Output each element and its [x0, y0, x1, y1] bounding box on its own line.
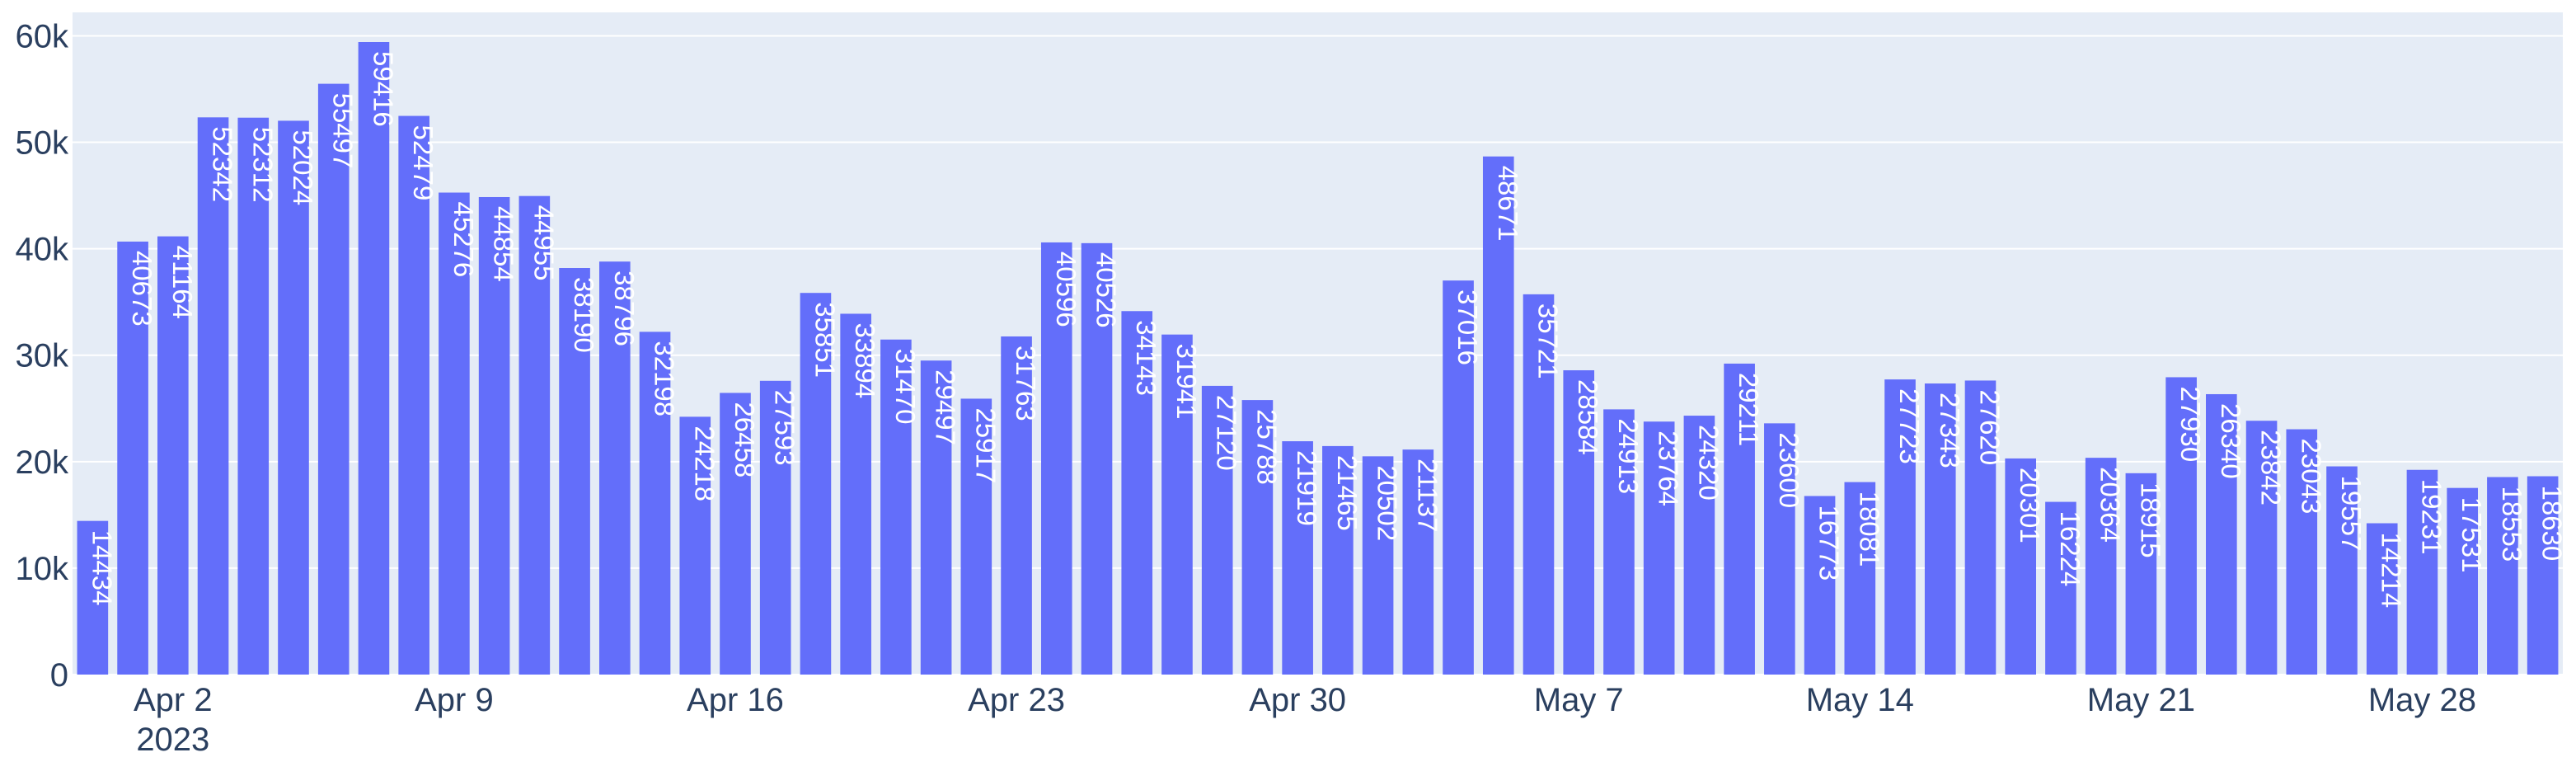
svg-text:Apr 16: Apr 16	[687, 682, 784, 718]
svg-text:31763: 31763	[1011, 346, 1041, 421]
svg-text:2023: 2023	[136, 722, 209, 758]
svg-text:48671: 48671	[1493, 166, 1523, 242]
svg-text:10k: 10k	[16, 551, 69, 587]
svg-text:18630: 18630	[2537, 486, 2568, 562]
svg-text:31470: 31470	[890, 349, 921, 425]
svg-text:23842: 23842	[2256, 430, 2287, 506]
svg-text:20502: 20502	[1372, 465, 1403, 541]
svg-text:31941: 31941	[1171, 344, 1202, 420]
svg-text:52312: 52312	[247, 127, 278, 203]
svg-text:40596: 40596	[1051, 252, 1082, 327]
svg-text:19557: 19557	[2336, 476, 2367, 552]
svg-text:34143: 34143	[1131, 320, 1161, 396]
svg-text:18915: 18915	[2135, 482, 2165, 558]
svg-text:20k: 20k	[16, 444, 69, 481]
svg-text:27723: 27723	[1894, 388, 1925, 464]
svg-text:21465: 21465	[1332, 455, 1363, 531]
svg-text:16773: 16773	[1814, 505, 1845, 581]
svg-text:35721: 35721	[1532, 303, 1563, 379]
svg-text:Apr 9: Apr 9	[415, 682, 494, 718]
svg-text:52479: 52479	[408, 125, 439, 201]
svg-text:30k: 30k	[16, 338, 69, 374]
svg-text:21919: 21919	[1292, 450, 1322, 526]
svg-text:17531: 17531	[2456, 497, 2487, 573]
svg-text:52024: 52024	[288, 129, 318, 205]
svg-text:25788: 25788	[1251, 409, 1282, 485]
svg-text:19231: 19231	[2416, 479, 2447, 555]
svg-text:38190: 38190	[569, 277, 599, 353]
svg-text:27620: 27620	[1974, 389, 2005, 465]
svg-text:14434: 14434	[87, 530, 117, 606]
svg-text:May 14: May 14	[1806, 682, 1914, 718]
svg-text:26340: 26340	[2216, 403, 2246, 479]
svg-text:50k: 50k	[16, 125, 69, 162]
svg-text:24218: 24218	[689, 426, 720, 501]
svg-text:24320: 24320	[1693, 425, 1724, 501]
svg-text:24913: 24913	[1613, 418, 1644, 494]
svg-text:Apr 2: Apr 2	[134, 682, 213, 718]
svg-text:41164: 41164	[167, 246, 198, 319]
svg-text:38796: 38796	[609, 270, 640, 346]
svg-text:55497: 55497	[328, 93, 359, 169]
svg-text:44955: 44955	[528, 205, 559, 281]
svg-text:18081: 18081	[1854, 491, 1884, 567]
svg-text:28584: 28584	[1573, 379, 1603, 455]
svg-text:0: 0	[50, 657, 68, 694]
svg-text:18553: 18553	[2497, 487, 2527, 562]
svg-text:Apr 30: Apr 30	[1249, 682, 1346, 718]
svg-text:35851: 35851	[809, 302, 840, 378]
svg-text:40526: 40526	[1091, 252, 1122, 328]
svg-text:23043: 23043	[2296, 439, 2326, 515]
svg-text:14214: 14214	[2377, 533, 2407, 609]
svg-text:16224: 16224	[2055, 511, 2086, 587]
svg-text:23600: 23600	[1774, 432, 1804, 508]
svg-text:45276: 45276	[448, 202, 479, 278]
svg-text:26458: 26458	[730, 402, 760, 477]
svg-text:25917: 25917	[970, 407, 1001, 483]
svg-text:27120: 27120	[1212, 395, 1242, 471]
svg-text:32198: 32198	[650, 341, 680, 416]
svg-text:20301: 20301	[2015, 468, 2045, 543]
svg-text:44854: 44854	[489, 206, 519, 282]
svg-text:27343: 27343	[1935, 393, 1965, 468]
svg-text:27930: 27930	[2175, 386, 2206, 462]
svg-text:23764: 23764	[1654, 430, 1684, 506]
svg-text:52342: 52342	[208, 126, 238, 202]
svg-text:May 21: May 21	[2087, 682, 2195, 718]
svg-text:21137: 21137	[1412, 459, 1443, 532]
svg-text:May 28: May 28	[2368, 682, 2476, 718]
svg-text:20364: 20364	[2095, 467, 2126, 543]
svg-text:29211: 29211	[1734, 373, 1764, 446]
svg-text:33894: 33894	[850, 322, 880, 398]
svg-text:May 7: May 7	[1534, 682, 1624, 718]
svg-text:40673: 40673	[127, 251, 157, 327]
svg-text:Apr 23: Apr 23	[968, 682, 1065, 718]
svg-text:60k: 60k	[16, 18, 69, 54]
svg-text:37016: 37016	[1452, 289, 1483, 365]
svg-text:29497: 29497	[931, 369, 961, 445]
svg-text:59416: 59416	[368, 51, 398, 127]
svg-text:40k: 40k	[16, 232, 69, 268]
svg-text:27593: 27593	[770, 390, 800, 466]
